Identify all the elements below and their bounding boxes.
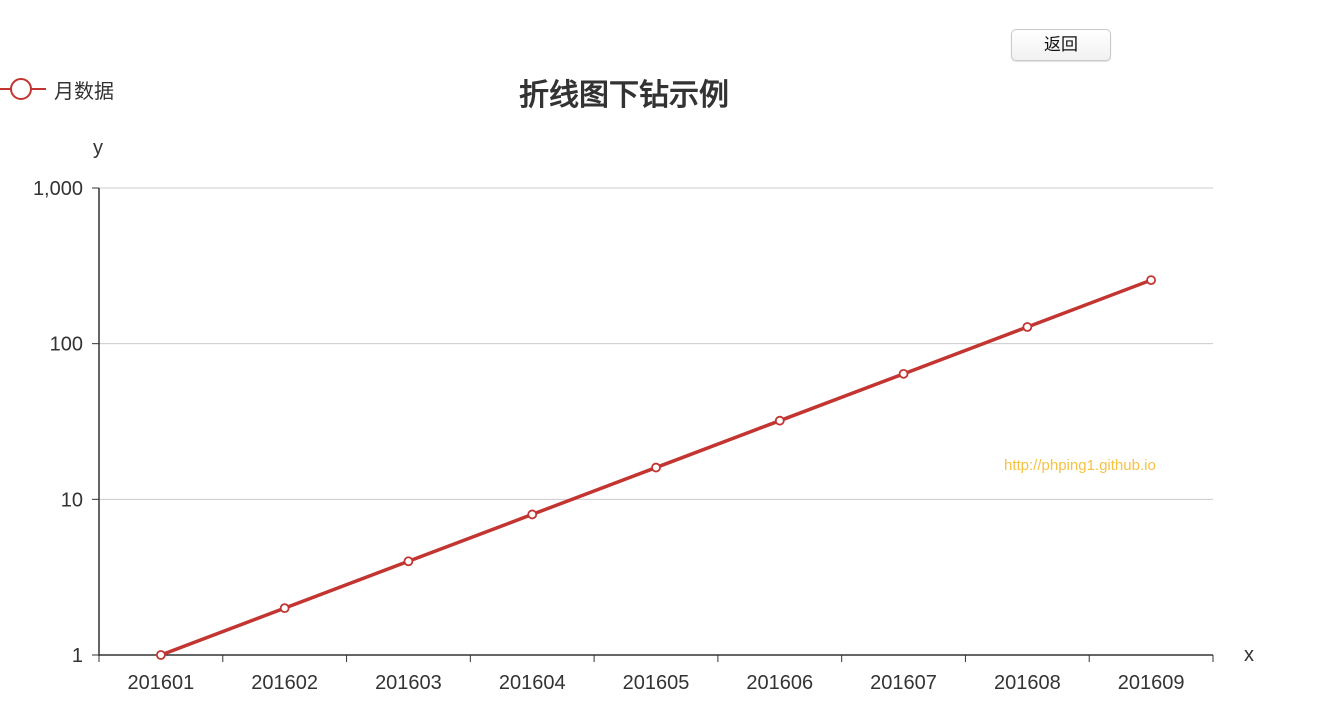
x-tick-label: 201605 — [623, 672, 690, 694]
y-axis-label: y — [93, 137, 103, 159]
chart-title: 折线图下钻示例 — [519, 78, 729, 113]
data-point — [1146, 275, 1157, 286]
x-tick-label: 201606 — [746, 672, 813, 694]
x-axis-label: x — [1244, 644, 1254, 666]
legend-swatch-icon — [0, 78, 46, 100]
data-point — [898, 368, 909, 379]
x-tick-label: 201604 — [499, 672, 566, 694]
x-tick-label: 201607 — [870, 672, 937, 694]
legend-label: 月数据 — [54, 78, 114, 103]
data-point — [155, 650, 166, 660]
y-tick-label: 1,000 — [33, 178, 83, 200]
x-tick-label: 201609 — [1118, 672, 1185, 694]
x-tick-label: 201603 — [375, 672, 442, 694]
data-point — [279, 603, 290, 614]
x-tick-label: 201601 — [128, 672, 195, 694]
back-button[interactable]: 返回 — [1011, 29, 1111, 61]
data-point — [1022, 322, 1033, 332]
x-tick-label: 201602 — [251, 672, 318, 694]
y-tick-label: 1 — [72, 645, 83, 667]
chart-legend[interactable]: 月数据 — [0, 74, 114, 104]
y-tick-label: 10 — [61, 489, 83, 511]
data-point — [403, 556, 414, 567]
data-point — [651, 462, 661, 473]
x-tick-label: 201608 — [994, 672, 1061, 694]
data-point — [527, 509, 538, 520]
y-tick-label: 100 — [50, 334, 83, 356]
data-point — [774, 415, 785, 426]
watermark-text: http://phping1.github.io — [1004, 457, 1156, 474]
